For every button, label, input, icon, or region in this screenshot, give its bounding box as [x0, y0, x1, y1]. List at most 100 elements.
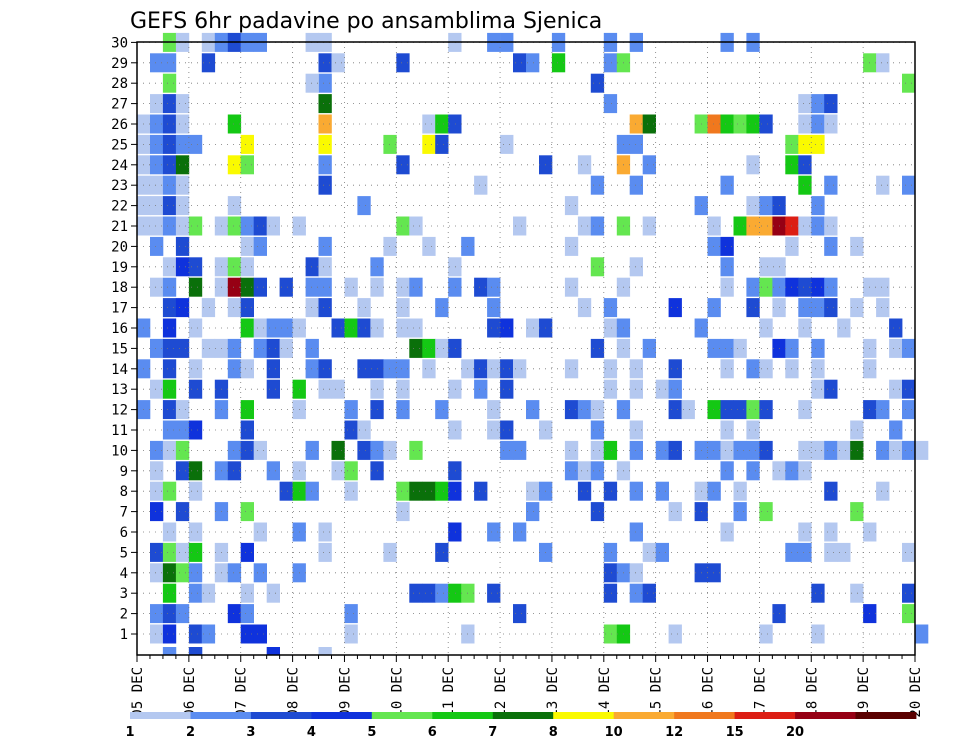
x-tick-label: 09 DEC	[337, 667, 353, 718]
heatmap-cell	[240, 502, 254, 522]
heatmap-cell	[759, 114, 773, 134]
heatmap-cell	[175, 216, 190, 236]
heatmap-cell	[811, 277, 825, 297]
heatmap-cell	[720, 400, 734, 420]
heatmap-cell	[889, 318, 903, 338]
heatmap-cell	[487, 318, 501, 338]
heatmap-cell	[824, 236, 838, 256]
heatmap-cell	[876, 481, 890, 501]
y-tick-label: 24	[111, 158, 128, 174]
heatmap-cell	[279, 481, 293, 501]
y-tick-label: 5	[120, 545, 128, 561]
heatmap-cell	[811, 298, 825, 318]
legend-label: 5	[367, 725, 376, 740]
heatmap-cell	[150, 277, 164, 297]
heatmap-cell	[396, 155, 410, 175]
heatmap-cell	[162, 359, 177, 379]
heatmap-cell	[150, 379, 164, 399]
heatmap-cell	[188, 542, 203, 562]
heatmap-cell	[357, 359, 371, 379]
heatmap-cell	[811, 196, 825, 216]
legend-swatch	[130, 712, 191, 719]
heatmap-cell	[707, 400, 721, 420]
heatmap-cell	[175, 542, 190, 562]
heatmap-cell	[824, 522, 838, 542]
heatmap-cell	[798, 318, 812, 338]
heatmap-cell	[798, 522, 812, 542]
heatmap-cell	[629, 440, 643, 460]
heatmap-cell	[513, 359, 527, 379]
heatmap-cell	[227, 461, 242, 481]
heatmap-cell	[396, 298, 410, 318]
heatmap-cell	[162, 440, 177, 460]
heatmap-cell	[902, 400, 916, 420]
heatmap-cell	[798, 277, 812, 297]
heatmap-cell	[162, 338, 177, 358]
heatmap-cell	[227, 216, 242, 236]
y-tick-label: 18	[111, 280, 128, 296]
heatmap-cell	[227, 277, 242, 297]
heatmap-cell	[850, 440, 864, 460]
heatmap-cell	[383, 542, 397, 562]
heatmap-cell	[279, 277, 293, 297]
heatmap-cell	[240, 318, 254, 338]
heatmap-cell	[409, 216, 423, 236]
heatmap-cell	[162, 542, 177, 562]
heatmap-cell	[590, 440, 605, 460]
heatmap-cell	[824, 216, 838, 236]
heatmap-cell	[227, 155, 242, 175]
heatmap-cell	[227, 196, 242, 216]
heatmap-cell	[188, 461, 203, 481]
heatmap-cell	[162, 94, 177, 114]
heatmap-cell	[409, 583, 423, 603]
heatmap-cell	[629, 175, 643, 195]
heatmap-cell	[279, 338, 293, 358]
heatmap-cell	[435, 542, 449, 562]
heatmap-cell	[331, 53, 345, 73]
heatmap-cell	[162, 277, 177, 297]
heatmap-cell	[396, 277, 410, 297]
heatmap-cell	[902, 583, 916, 603]
heatmap-cell	[526, 53, 540, 73]
y-tick-label: 8	[120, 484, 128, 500]
x-tick-label: 20 DEC	[908, 667, 924, 718]
y-tick-label: 21	[111, 219, 128, 235]
heatmap-cell	[240, 134, 254, 154]
heatmap-cell	[344, 420, 358, 440]
heatmap-cell	[707, 563, 721, 583]
heatmap-cell	[162, 522, 177, 542]
heatmap-cell	[629, 134, 643, 154]
heatmap-cell	[357, 440, 371, 460]
heatmap-cell	[201, 53, 216, 73]
x-tick-label: 13 DEC	[545, 667, 561, 718]
y-tick-label: 19	[111, 260, 128, 276]
heatmap-cell	[513, 604, 527, 624]
heatmap-cell	[318, 359, 332, 379]
heatmap-cell	[707, 114, 721, 134]
heatmap-cell	[409, 338, 423, 358]
heatmap-cell	[474, 481, 488, 501]
heatmap-cell	[188, 277, 203, 297]
heatmap-cell	[603, 298, 618, 318]
heatmap-cell	[253, 440, 267, 460]
heatmap-cell	[318, 73, 332, 93]
heatmap-cell	[201, 624, 216, 644]
heatmap-cell	[227, 338, 242, 358]
heatmap-cell	[487, 359, 501, 379]
heatmap-cell	[175, 420, 190, 440]
heatmap-cell	[240, 400, 254, 420]
heatmap-cell	[150, 175, 164, 195]
x-tick-label: 05 DEC	[130, 667, 146, 718]
heatmap-cell	[318, 155, 332, 175]
heatmap-cell	[577, 216, 592, 236]
legend-swatch	[855, 712, 917, 719]
heatmap-cell	[850, 502, 864, 522]
heatmap-cell	[396, 359, 410, 379]
heatmap-cell	[318, 134, 332, 154]
heatmap-cell	[487, 400, 501, 420]
heatmap-cell	[876, 175, 890, 195]
heatmap-cell	[150, 155, 164, 175]
heatmap-cell	[850, 583, 864, 603]
x-tick-label: 16 DEC	[701, 667, 717, 718]
heatmap-cell	[201, 583, 216, 603]
